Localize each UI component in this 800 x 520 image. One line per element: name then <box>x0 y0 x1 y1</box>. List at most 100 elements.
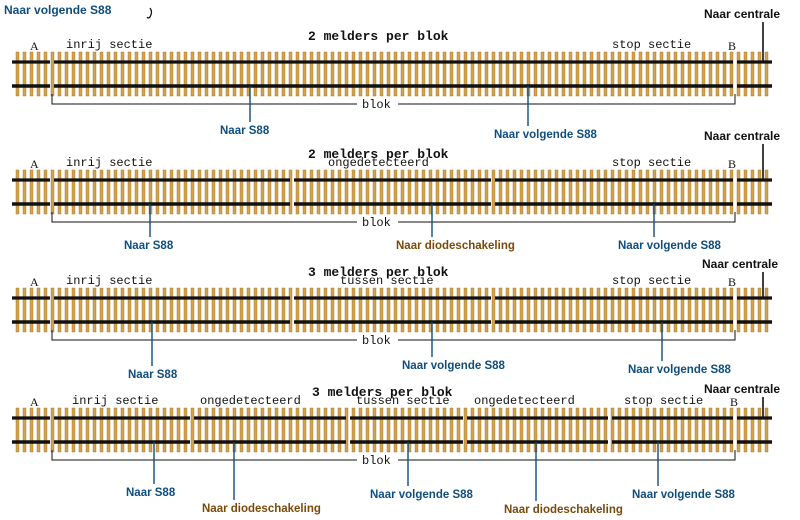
sleeper <box>50 169 55 215</box>
sleeper <box>288 407 293 453</box>
sleeper <box>603 51 608 97</box>
sleeper <box>736 169 741 215</box>
sleeper <box>379 169 384 215</box>
sleeper <box>708 407 713 453</box>
top-label: Naar volgende S88 <box>4 3 112 17</box>
sleeper <box>435 287 440 333</box>
sleeper <box>169 169 174 215</box>
sleeper <box>540 169 545 215</box>
sleeper <box>421 407 426 453</box>
sleeper <box>113 407 118 453</box>
sleeper <box>449 287 454 333</box>
sleeper <box>484 407 489 453</box>
sleeper <box>736 407 741 453</box>
sleeper <box>267 407 272 453</box>
sleeper <box>169 287 174 333</box>
sleeper <box>575 51 580 97</box>
sleeper <box>386 287 391 333</box>
sleeper <box>694 51 699 97</box>
sleeper <box>596 169 601 215</box>
sleeper <box>631 287 636 333</box>
diode-label: Naar diodeschakeling <box>202 503 321 515</box>
sleeper <box>561 287 566 333</box>
sleeper <box>22 407 27 453</box>
sleeper <box>491 287 496 333</box>
sleeper <box>673 287 678 333</box>
sleeper <box>526 169 531 215</box>
sleeper <box>708 51 713 97</box>
sleeper <box>92 51 97 97</box>
sleeper <box>211 287 216 333</box>
sleeper <box>715 51 720 97</box>
sleeper <box>351 287 356 333</box>
s88-label: Naar S88 <box>220 125 270 137</box>
sleeper <box>428 51 433 97</box>
sleeper <box>386 51 391 97</box>
sleeper <box>232 287 237 333</box>
sleeper <box>127 51 132 97</box>
sleeper <box>155 287 160 333</box>
sleeper <box>722 51 727 97</box>
sleeper <box>582 51 587 97</box>
sleeper <box>92 169 97 215</box>
sleeper <box>729 51 734 97</box>
sleeper <box>120 407 125 453</box>
sleeper <box>729 169 734 215</box>
sleeper <box>302 407 307 453</box>
sleeper <box>372 169 377 215</box>
sleeper <box>183 169 188 215</box>
sleeper <box>456 51 461 97</box>
sleeper <box>281 407 286 453</box>
sleeper <box>253 407 258 453</box>
sleeper <box>267 51 272 97</box>
sleeper <box>526 287 531 333</box>
sleeper <box>351 169 356 215</box>
sleeper <box>638 287 643 333</box>
sleeper <box>64 287 69 333</box>
sleeper <box>442 169 447 215</box>
sleeper <box>43 169 48 215</box>
sleeper <box>71 407 76 453</box>
sleeper <box>204 51 209 97</box>
sleeper <box>477 287 482 333</box>
sleeper <box>379 287 384 333</box>
sleeper <box>491 51 496 97</box>
end-marker-b: B <box>728 157 736 171</box>
sleeper <box>50 407 55 453</box>
sleeper <box>722 407 727 453</box>
end-marker-b: B <box>730 395 738 409</box>
sleeper <box>610 51 615 97</box>
sleeper <box>463 51 468 97</box>
section-label: inrij sectie <box>72 394 158 408</box>
sleeper <box>22 287 27 333</box>
section-label: stop sectie <box>612 38 691 52</box>
sleeper <box>365 169 370 215</box>
sleeper <box>92 407 97 453</box>
sleeper <box>64 169 69 215</box>
sleeper <box>477 51 482 97</box>
sleeper <box>134 169 139 215</box>
sleeper <box>547 407 552 453</box>
track-diagram-2: 2 melders per blok inrij sectie ongedetect… <box>12 129 780 252</box>
sleeper <box>428 169 433 215</box>
sleeper <box>295 407 300 453</box>
blok-bracket-left <box>51 450 357 461</box>
sleeper <box>246 169 251 215</box>
sleeper <box>288 287 293 333</box>
sleeper <box>568 407 573 453</box>
sleeper <box>631 51 636 97</box>
sleeper <box>687 287 692 333</box>
sleeper <box>337 287 342 333</box>
sleeper <box>351 407 356 453</box>
sleeper <box>99 407 104 453</box>
sleeper <box>274 407 279 453</box>
sleeper <box>554 287 559 333</box>
sleeper <box>57 169 62 215</box>
sleeper <box>715 287 720 333</box>
sleeper <box>148 287 153 333</box>
sleeper <box>449 407 454 453</box>
section-label: ongedetecteerd <box>200 394 301 408</box>
section-label: ongedetecteerd <box>474 394 575 408</box>
sleeper <box>267 169 272 215</box>
sleeper <box>722 287 727 333</box>
